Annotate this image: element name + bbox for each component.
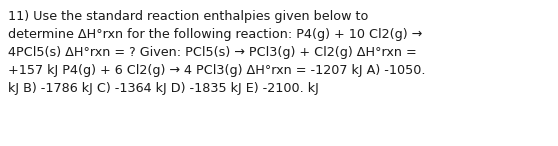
- Text: 11) Use the standard reaction enthalpies given below to
determine ΔH°rxn for the: 11) Use the standard reaction enthalpies…: [8, 10, 426, 95]
